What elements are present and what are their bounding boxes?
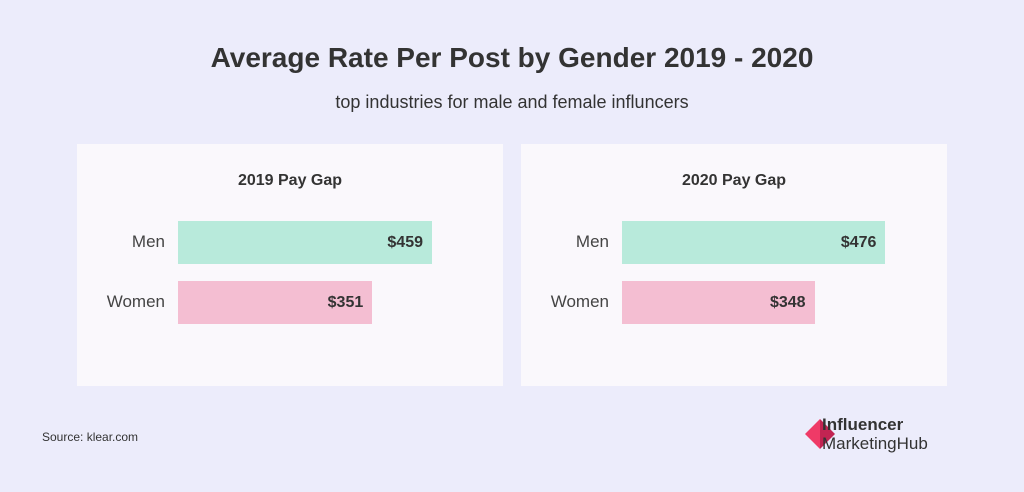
bar-value-label: $459	[387, 234, 423, 251]
bar-value-label: $476	[840, 234, 877, 251]
bar-value-label: $351	[327, 294, 364, 311]
panel-title: 2019 Pay Gap	[237, 172, 343, 189]
category-label-men: Men	[575, 232, 609, 251]
source-note: Source: klear.com	[42, 430, 139, 444]
panel-title: 2020 Pay Gap	[681, 172, 787, 189]
bar-women: $348	[622, 281, 815, 324]
bar-men: $459	[178, 221, 432, 264]
category-label-women: Women	[550, 292, 609, 311]
logo-text: Influencer	[822, 415, 904, 434]
influencer-marketing-hub-logo-icon	[805, 419, 835, 449]
panel-2019: 2019 Pay Gap Men Women $459 $351	[77, 144, 503, 386]
bar-value-label: $348	[769, 294, 806, 311]
bar-women: $351	[178, 281, 373, 324]
category-label-men: Men	[131, 232, 165, 251]
logo-text: MarketingHub	[822, 434, 928, 453]
panel-2020: 2020 Pay Gap Men Women $476 $348	[521, 144, 947, 386]
category-label-women: Women	[106, 292, 165, 311]
chart-subtitle: top industries for male and female influ…	[335, 92, 689, 112]
bar-men: $476	[622, 221, 886, 264]
chart-title: Average Rate Per Post by Gender 2019 - 2…	[210, 42, 814, 73]
